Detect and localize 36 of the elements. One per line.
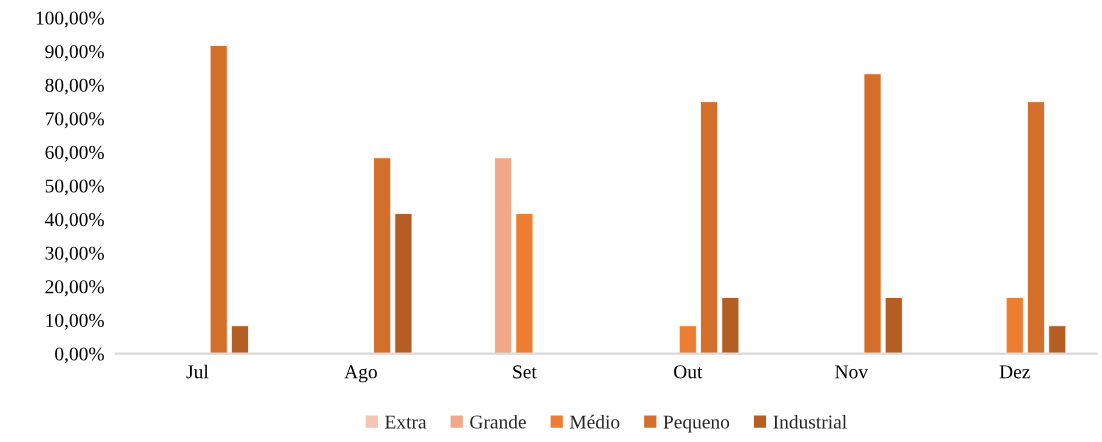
y-tick-label: 100,00% [36,11,104,28]
legend-label: Industrial [773,414,847,429]
y-tick-label: 70,00% [45,112,104,129]
y-tick-label: 30,00% [45,246,104,263]
bar [1027,101,1046,354]
bar [884,297,903,354]
x-tick-label: Set [513,365,537,379]
bar [394,213,413,354]
legend-label: Pequeno [663,415,730,433]
bar [1005,297,1024,354]
bar [863,73,882,354]
bar [678,325,697,354]
bar [515,213,534,354]
y-tick-label: 50,00% [45,179,104,196]
x-tick-label: Out [674,365,703,379]
bar [494,157,513,354]
bar [700,101,719,354]
legend-label: Médio [569,414,620,429]
y-tick-label: 90,00% [45,45,104,62]
x-tick-label: Jul [186,364,209,379]
bar [373,157,392,354]
bar [209,45,228,354]
y-tick-label: 20,00% [45,280,104,297]
y-tick-label: 40,00% [45,213,104,229]
legend-label: Extra [385,415,427,429]
y-tick-label: 10,00% [46,313,104,330]
y-tick-label: 80,00% [45,78,104,95]
x-tick-label: Dez [999,365,1030,379]
bar [721,297,740,354]
bar [1048,325,1067,354]
x-tick-label: Nov [835,365,869,379]
bar [230,325,249,354]
x-tick-label: Ago [344,365,377,383]
legend-label: Grande [470,414,526,429]
y-tick-label: 0,00% [55,347,104,364]
y-tick-label: 60,00% [45,145,104,162]
